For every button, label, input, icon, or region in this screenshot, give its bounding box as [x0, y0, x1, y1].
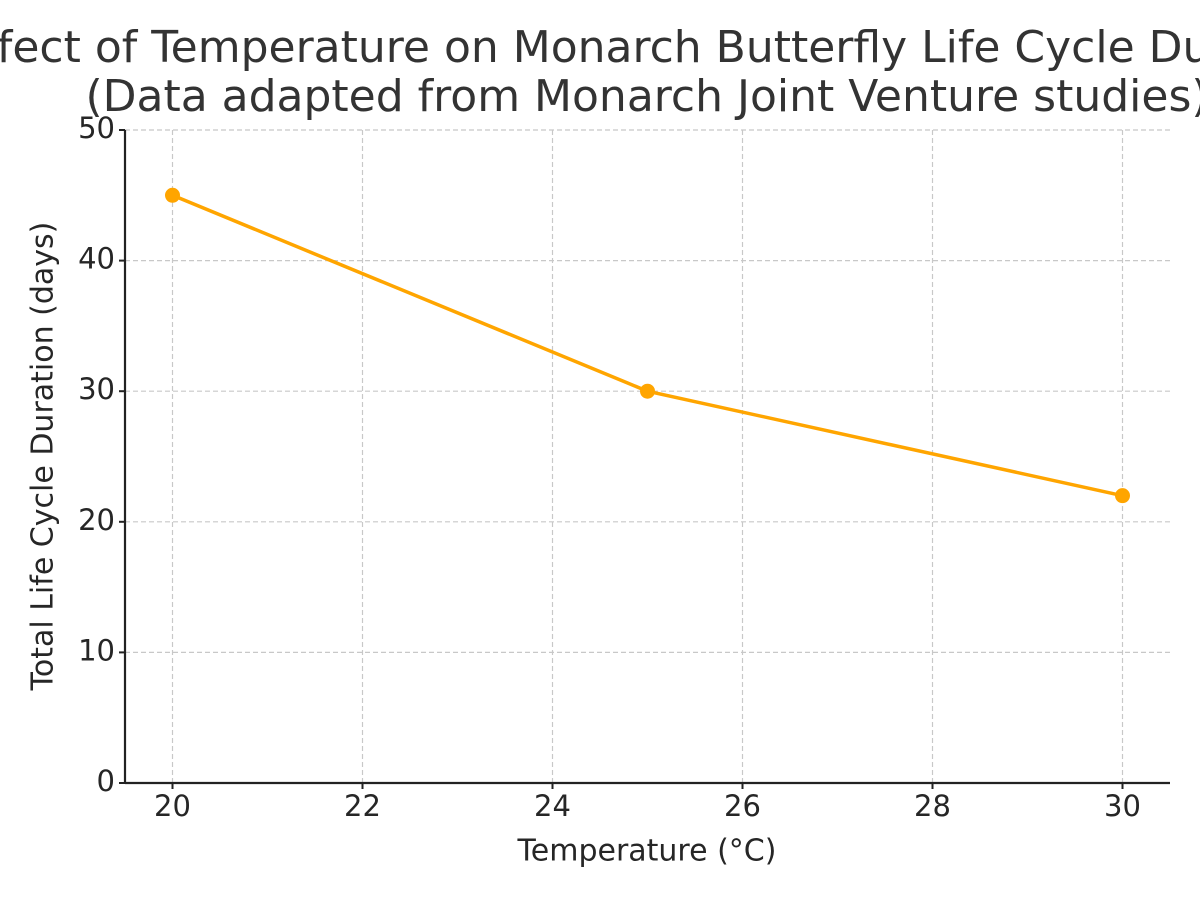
point: [1115, 488, 1130, 504]
point: [165, 187, 180, 203]
x-tick-label: 26: [724, 789, 761, 823]
y-tick-label: 30: [78, 372, 115, 406]
x-tick-label: 24: [534, 789, 571, 823]
x-tick-label: 30: [1104, 789, 1141, 823]
y-tick-label: 40: [78, 242, 115, 276]
chart-title: Effect of Temperature on Monarch Butterf…: [0, 22, 1200, 73]
y-tick-label: 50: [78, 111, 115, 145]
x-tick-label: 20: [154, 789, 191, 823]
line: [171, 193, 1123, 498]
x-tick-label: 28: [914, 789, 951, 823]
x-axis-label: Temperature (°C): [517, 834, 777, 869]
y-axis-label: Total Life Cycle Duration (days): [26, 222, 61, 692]
point: [640, 383, 655, 399]
y-tick-label: 0: [97, 764, 115, 798]
x-tick-label: 22: [344, 789, 381, 823]
chart-subtitle: (Data adapted from Monarch Joint Venture…: [85, 71, 1200, 122]
y-tick-label: 20: [78, 503, 115, 537]
y-tick-label: 10: [78, 633, 115, 667]
